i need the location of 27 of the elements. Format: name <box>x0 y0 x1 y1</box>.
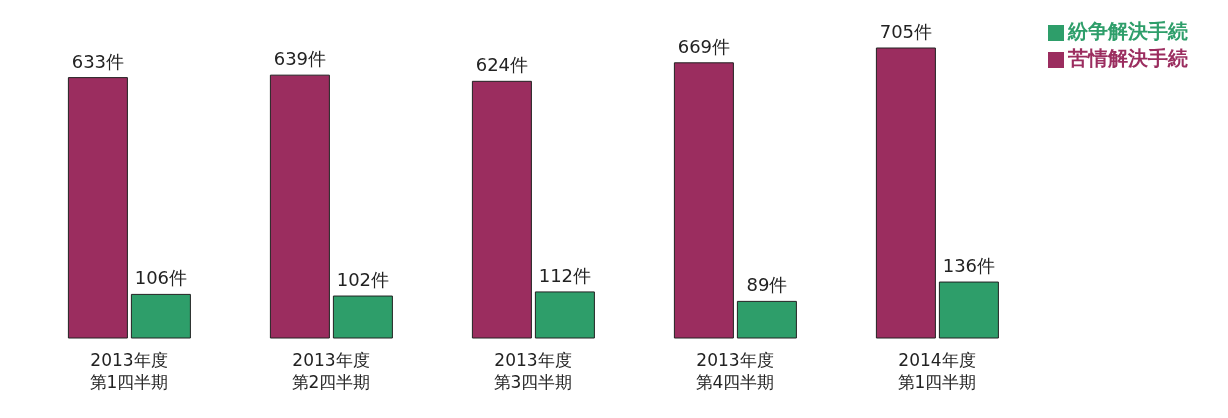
bar <box>130 293 191 339</box>
bar <box>269 74 330 339</box>
legend-label: 紛争解決手続 <box>1068 19 1188 43</box>
data-label: 102件 <box>336 269 390 291</box>
data-label: 112件 <box>538 264 592 286</box>
bar <box>938 281 999 339</box>
bar <box>332 295 393 339</box>
data-label: 136件 <box>942 255 996 277</box>
x-tick-label: 2013年度第1四半期 <box>89 350 169 392</box>
x-tick-label: 2013年度第4四半期 <box>695 350 775 392</box>
data-label: 624件 <box>475 54 529 76</box>
data-label: 106件 <box>134 267 188 289</box>
legend-label: 苦情解決手続 <box>1068 46 1188 70</box>
x-tick-label: 2013年度第2四半期 <box>291 350 371 392</box>
bar <box>67 77 128 339</box>
bar <box>673 62 734 339</box>
data-label: 633件 <box>71 50 125 72</box>
data-label: 639件 <box>273 48 327 70</box>
data-label: 705件 <box>879 21 933 42</box>
data-label: 669件 <box>677 35 731 57</box>
bar <box>875 47 936 339</box>
x-tick-label: 2013年度第3四半期 <box>493 350 573 392</box>
bar <box>534 291 595 339</box>
x-tick-label: 2014年度第1四半期 <box>897 350 977 392</box>
data-label: 89件 <box>746 274 788 296</box>
bar <box>471 80 532 339</box>
bar <box>736 300 797 339</box>
